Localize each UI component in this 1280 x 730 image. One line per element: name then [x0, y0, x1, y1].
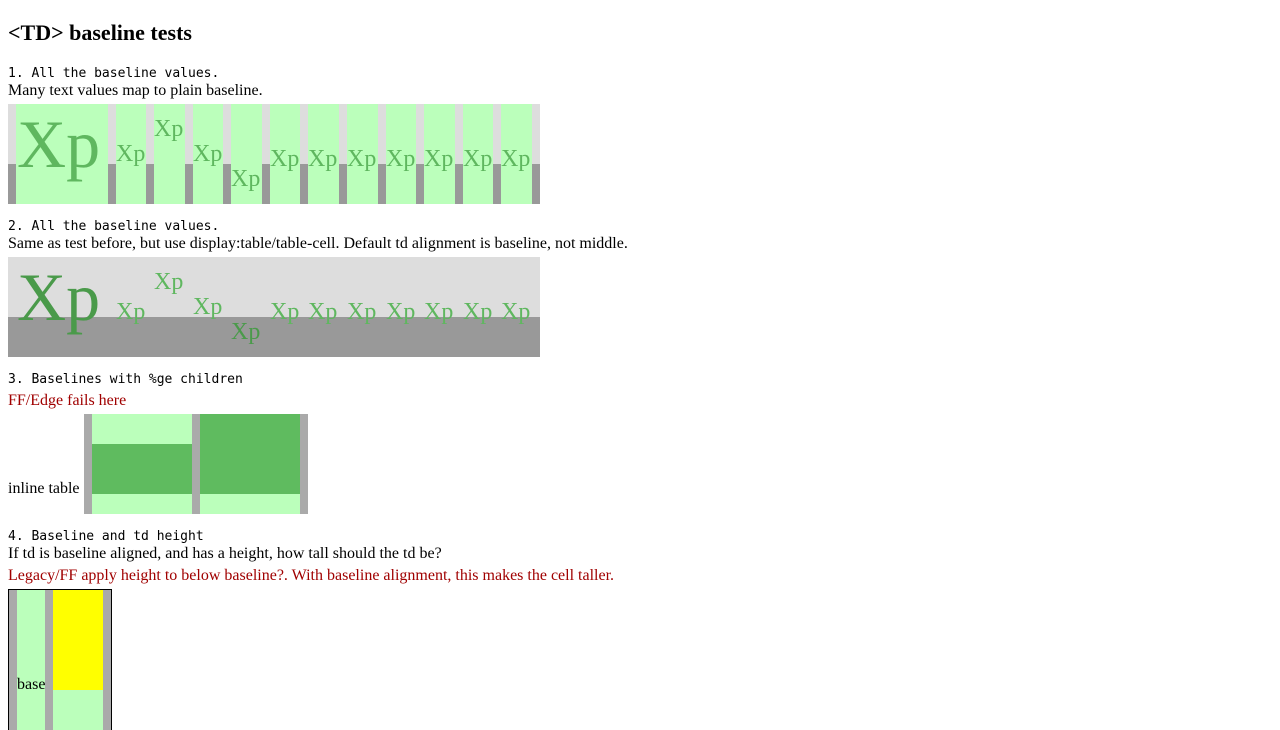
test2-description: Same as test before, but use display:tab…: [8, 235, 628, 252]
sample-text-large: Xp: [17, 259, 101, 335]
test1-cell: [116, 104, 146, 204]
sample-text: Xp: [463, 146, 493, 172]
test1-cell: [308, 104, 339, 204]
test4-table: base: [8, 589, 112, 730]
test1-cell: [347, 104, 378, 204]
sample-text: Xp: [270, 299, 300, 325]
test1-table: Xp Xp Xp Xp Xp Xp Xp Xp Xp Xp Xp Xp: [8, 104, 540, 204]
test3-note: FF/Edge fails here: [8, 392, 127, 409]
sample-text: Xp: [386, 299, 416, 325]
sample-text: Xp: [193, 294, 223, 320]
test1-cell: [16, 104, 108, 204]
sample-text: Xp: [116, 141, 146, 167]
test2-table: Xp Xp Xp Xp Xp Xp Xp Xp Xp Xp Xp Xp: [8, 257, 540, 357]
test3-cell-1: [92, 414, 192, 514]
test1-cell: [270, 104, 300, 204]
sample-text: Xp: [270, 146, 300, 172]
sample-text: Xp: [386, 146, 416, 172]
sample-text: Xp: [231, 166, 261, 192]
test2-bg-top: [8, 257, 540, 317]
test1-description: Many text values map to plain baseline.: [8, 82, 263, 99]
inline-table-label: inline table: [8, 480, 80, 497]
sample-text-large: Xp: [17, 106, 101, 182]
sample-text: Xp: [501, 299, 531, 325]
test2-heading: 2. All the baseline values.: [8, 219, 220, 234]
percent-child: [92, 444, 192, 494]
sample-text: Xp: [308, 299, 338, 325]
sample-text: Xp: [424, 146, 454, 172]
sample-text: Xp: [193, 141, 223, 167]
sample-text: Xp: [231, 319, 261, 345]
test3-heading: 3. Baselines with %ge children: [8, 372, 243, 387]
test4-heading: 4. Baseline and td height: [8, 529, 204, 544]
percent-child: [200, 414, 300, 494]
test1-cell: [463, 104, 493, 204]
sample-text: Xp: [308, 146, 338, 172]
test4-cell-base: base: [17, 590, 45, 730]
test1-cell: [193, 104, 223, 204]
sample-text: Xp: [347, 146, 377, 172]
sample-text: Xp: [154, 269, 184, 295]
test4-cell-tall: [53, 590, 103, 730]
test1-cell: [231, 104, 262, 204]
test3-inline-table: [84, 414, 308, 514]
test3-cell-2: [200, 414, 300, 514]
test1-cell: [501, 104, 532, 204]
sample-text: Xp: [424, 299, 454, 325]
test4-description: If td is baseline aligned, and has a hei…: [8, 545, 442, 562]
page-title: <TD> baseline tests: [8, 20, 192, 45]
sample-text: Xp: [116, 299, 146, 325]
yellow-block: [53, 590, 103, 690]
test1-cell: [424, 104, 455, 204]
test2-bg-bottom: [8, 317, 540, 357]
test1-cell: [386, 104, 416, 204]
sample-text: Xp: [347, 299, 377, 325]
base-label: base: [17, 676, 46, 693]
test1-cell: [154, 104, 185, 204]
test1-heading: 1. All the baseline values.: [8, 66, 220, 81]
sample-text: Xp: [463, 299, 493, 325]
test4-note: Legacy/FF apply height to below baseline…: [8, 567, 615, 584]
sample-text: Xp: [154, 116, 184, 142]
sample-text: Xp: [501, 146, 531, 172]
